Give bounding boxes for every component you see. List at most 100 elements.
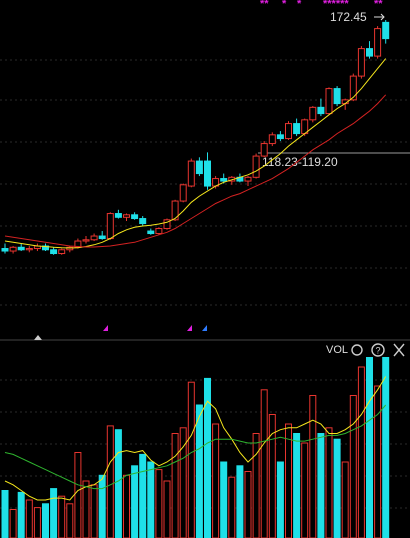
candle-body	[357, 48, 365, 77]
candle-body	[293, 123, 301, 135]
range-label: 118.23-119.20	[262, 155, 338, 169]
marker	[202, 325, 207, 331]
flag: *	[297, 0, 302, 10]
volume-bar	[374, 385, 382, 538]
help-glyph: ?	[375, 345, 380, 355]
volume-bar	[212, 423, 220, 538]
volume-ma-line	[4, 404, 387, 490]
candle-body	[252, 155, 260, 178]
candle-body	[366, 48, 373, 57]
volume-bar	[236, 465, 244, 538]
volume-bar	[317, 433, 325, 538]
marker	[34, 335, 42, 340]
candle-body	[349, 75, 357, 101]
candle-body	[317, 106, 325, 115]
volume-bar	[228, 476, 236, 538]
volume-bar	[187, 381, 195, 538]
volume-bar	[139, 453, 147, 538]
marker	[103, 325, 108, 331]
candle-body	[82, 239, 90, 242]
candle-body	[9, 246, 17, 252]
flag: *	[282, 0, 287, 10]
volume-bar	[131, 465, 139, 538]
volume-bar	[309, 395, 317, 538]
volume-bar	[90, 484, 98, 538]
volume-bar	[252, 433, 260, 538]
volume-bar	[301, 442, 309, 538]
volume-bar	[50, 488, 58, 538]
settings-icon[interactable]	[351, 344, 363, 356]
candle-body	[90, 235, 98, 241]
flag: **	[260, 0, 269, 10]
flag: ******	[323, 0, 349, 10]
volume-bar	[382, 357, 390, 538]
candle-body	[179, 184, 187, 202]
volume-bar	[268, 414, 276, 538]
candle-body	[1, 248, 9, 252]
help-icon[interactable]	[371, 343, 385, 357]
volume-bar	[42, 503, 49, 538]
candle-body	[155, 228, 163, 235]
candle-body	[374, 28, 382, 57]
close-icon[interactable]	[393, 343, 405, 357]
volume-bar	[58, 495, 66, 538]
candle-body	[123, 214, 130, 218]
candle-body	[114, 213, 122, 218]
volume-bar	[98, 474, 106, 538]
volume-bar	[366, 357, 373, 538]
candle-body	[25, 248, 33, 251]
volume-bar	[9, 509, 17, 538]
volume-bar	[293, 433, 301, 538]
volume-bar	[220, 461, 228, 538]
volume-ma-line	[4, 376, 387, 501]
volume-bar	[155, 469, 163, 538]
volume-bar	[195, 404, 203, 538]
volume-bar	[1, 490, 9, 538]
candle-body	[276, 134, 284, 140]
candle-body	[74, 240, 82, 248]
candle-body	[268, 134, 276, 145]
candle-body	[106, 213, 114, 240]
volume-bar	[349, 395, 357, 538]
candle-body	[204, 160, 211, 187]
volume-bar	[276, 461, 284, 538]
volume-bar	[244, 471, 252, 538]
volume-bar	[25, 499, 33, 538]
candle-body	[244, 176, 252, 182]
candle-body	[309, 106, 317, 121]
volume-bar	[325, 427, 333, 538]
candle-body	[139, 218, 147, 225]
marker	[187, 325, 192, 331]
candle-body	[285, 123, 292, 140]
ma-line	[4, 94, 387, 248]
volume-bar	[147, 461, 155, 538]
volume-bar	[333, 438, 341, 538]
candle-body	[17, 246, 25, 251]
volume-bar	[17, 491, 25, 538]
volume-bar	[341, 461, 349, 538]
volume-bar	[106, 425, 114, 538]
volume-bar	[114, 429, 122, 538]
flag: **	[374, 0, 383, 10]
candle-body	[58, 249, 66, 255]
volume-bar	[204, 377, 211, 538]
volume-bar	[171, 433, 179, 538]
candle-body	[187, 160, 195, 187]
candle-body	[171, 200, 179, 221]
candle-body	[163, 219, 171, 230]
volume-bar	[357, 366, 365, 538]
candle-body	[260, 143, 268, 157]
volume-bar	[123, 474, 130, 538]
high-label: 172.45	[330, 10, 367, 24]
volume-bar	[260, 389, 268, 538]
volume-bar	[82, 480, 90, 538]
candle-body	[325, 88, 333, 115]
candle-body	[220, 178, 228, 182]
candle-body	[147, 230, 155, 235]
ma-line	[4, 58, 387, 249]
candle-body	[66, 246, 74, 251]
high-arrow	[374, 13, 385, 21]
volume-bar	[33, 507, 41, 538]
